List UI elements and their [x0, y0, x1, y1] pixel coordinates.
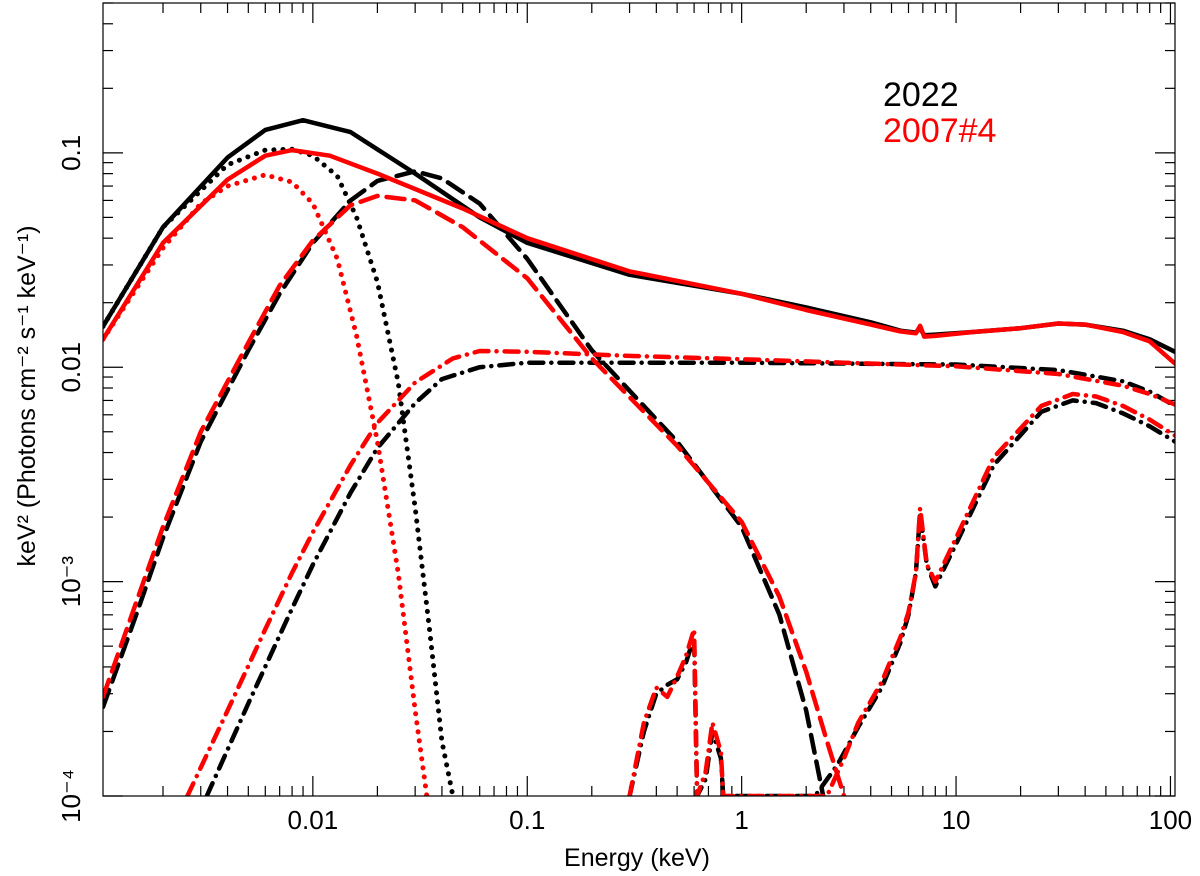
legend-entry-2022: 2022 [883, 76, 959, 114]
legend: 2022 2007#4 [883, 76, 996, 150]
series-2022-continuum-line [204, 360, 1175, 796]
series-2007-4-reflection-line [627, 391, 1175, 796]
y-tick-label: 0.1 [56, 135, 86, 171]
series-2007-4-warm-line [103, 193, 847, 796]
x-tick-label: 100 [1149, 805, 1192, 835]
x-tick-label: 0.1 [509, 805, 545, 835]
x-tick-label: 10 [942, 805, 971, 835]
series-2022-warm-line [103, 169, 826, 796]
series-2022-reflection-line [627, 398, 1175, 796]
y-tick-label: 10⁻⁴ [56, 769, 86, 823]
y-axis-title: keV² (Photons cm⁻² s⁻¹ keV⁻¹) [13, 225, 41, 566]
y-tick-label: 0.01 [56, 342, 86, 393]
series-2022-soft-line [103, 146, 456, 796]
axis-ticks [103, 2, 1175, 797]
series-2007-4-total-line [103, 147, 1175, 366]
x-axis-title: Energy (keV) [564, 844, 710, 872]
tick-labels: 0.01 0.1 1 10 100 10⁻⁴ 10⁻³ 0.01 0.1 [56, 135, 1192, 835]
series-2007-4-soft-line [103, 172, 430, 796]
model-curves [103, 117, 1175, 796]
x-tick-label: 1 [734, 805, 748, 835]
plot-area-frame [102, 2, 1176, 797]
legend-entry-2007-4: 2007#4 [883, 112, 996, 150]
y-tick-label: 10⁻³ [56, 556, 86, 608]
x-tick-label: 0.01 [288, 805, 339, 835]
series-2007-4-continuum-line [185, 348, 1175, 796]
